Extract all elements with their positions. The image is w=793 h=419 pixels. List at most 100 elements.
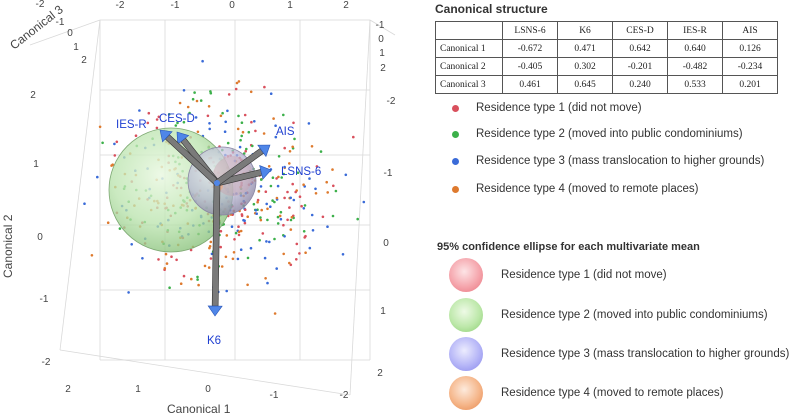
data-point: [193, 91, 196, 94]
data-point: [210, 252, 214, 256]
legend-dot-icon: [452, 130, 459, 138]
data-point: [261, 232, 265, 235]
sphere-icon: [449, 376, 483, 410]
data-point: [274, 124, 277, 127]
table-cell: -0.672: [502, 39, 558, 58]
legend-label: Residence type 4 (moved to remote places…: [476, 183, 699, 195]
data-point: [237, 114, 240, 118]
tick-label-canonical-1: 2: [65, 384, 71, 395]
tick-label-canonical-2: -1: [40, 294, 49, 305]
vector-label-ces-d: CES-D: [159, 113, 195, 125]
legend-label: Residence type 1 (did not move): [476, 102, 642, 114]
tick-label-right-top: 1: [379, 48, 385, 59]
tick-label-right-top: 0: [378, 34, 384, 45]
tick-label-canonical-2: 1: [33, 159, 39, 170]
data-point: [174, 124, 178, 127]
table-cell: 0.645: [557, 75, 613, 94]
data-point: [294, 190, 298, 194]
data-point: [219, 229, 223, 233]
data-point: [289, 218, 293, 222]
tick-label-top: 1: [287, 0, 293, 11]
data-point: [208, 245, 212, 248]
data-point: [255, 212, 258, 215]
data-point: [293, 137, 296, 141]
vector-head-ais: [257, 144, 271, 158]
col-header: AIS: [722, 21, 778, 40]
data-point: [130, 243, 133, 246]
table-cell: 0.640: [667, 39, 723, 58]
table-cell: 0.240: [612, 75, 668, 94]
gridline: [349, 19, 371, 396]
data-point: [288, 150, 292, 153]
data-point: [182, 89, 186, 92]
table-corner-cell: [435, 21, 503, 40]
tick-label-right: 1: [380, 306, 386, 317]
data-point: [240, 134, 243, 138]
tick-label-canonical-1: -1: [270, 390, 279, 401]
data-point: [225, 289, 228, 293]
data-point: [243, 208, 247, 211]
table-cell: 0.642: [612, 39, 668, 58]
legend-dot-icon: [452, 104, 459, 112]
data-point: [240, 121, 244, 124]
col-header: K6: [557, 21, 613, 40]
ellipse-legend-label: Residence type 2 (moved into public cond…: [501, 309, 768, 321]
data-point: [276, 215, 280, 219]
tick-label-top: -2: [116, 0, 125, 11]
data-point: [196, 278, 199, 281]
tick-label-canonical-3: 2: [81, 55, 87, 66]
row-header: Canonical 3: [435, 75, 503, 94]
data-point: [286, 190, 289, 194]
data-point: [271, 176, 275, 179]
canonical-3d-plot[interactable]: LSNS-6 K6 CES-D IES-R AIS -2 -1 0 1 2 -2 -1 0 1 2 -1 0 1…: [0, 0, 425, 419]
ellipse-legend-label: Residence type 1 (did not move): [501, 269, 667, 281]
axis-label-canonical-2: Canonical 2: [1, 214, 15, 278]
data-point: [275, 177, 278, 180]
tick-label-canonical-3: -1: [56, 17, 65, 28]
data-point: [188, 111, 191, 115]
data-point: [264, 277, 267, 280]
data-point: [253, 120, 256, 123]
data-point: [157, 258, 160, 261]
data-point: [251, 144, 254, 148]
row-header: Canonical 1: [435, 39, 503, 58]
vector-label-lsns-6: LSNS-6: [281, 166, 321, 178]
data-point: [163, 267, 167, 270]
canonical-vectors: LSNS-6 K6 CES-D IES-R AIS: [116, 113, 321, 347]
data-point: [208, 127, 211, 131]
data-point: [225, 234, 229, 237]
data-point: [314, 187, 317, 191]
data-point: [115, 140, 119, 144]
data-point: [249, 90, 253, 94]
data-point: [326, 191, 330, 194]
data-point: [302, 183, 305, 186]
data-point: [256, 200, 259, 204]
data-point: [298, 252, 301, 255]
ellipse-legend-item-2: Residence type 2 (moved into public cond…: [449, 297, 768, 333]
data-point: [201, 59, 204, 63]
tick-label-canonical-1: -2: [340, 390, 349, 401]
legend-item-residence-2: Residence type 2 (moved into public cond…: [452, 124, 743, 144]
data-point: [138, 109, 141, 112]
data-point: [235, 81, 239, 85]
data-point: [273, 237, 276, 241]
data-point: [274, 135, 278, 139]
data-point: [240, 213, 244, 216]
gridline: [369, 19, 396, 36]
data-point: [98, 125, 102, 129]
data-point: [209, 257, 213, 260]
sphere-icon: [449, 337, 483, 371]
data-point: [307, 122, 311, 125]
data-point: [291, 182, 295, 186]
row-header: Canonical 2: [435, 57, 503, 76]
data-point: [272, 117, 275, 120]
data-point: [246, 256, 250, 260]
data-point: [118, 227, 122, 230]
table-cell: -0.234: [722, 57, 778, 76]
sphere-icon: [449, 298, 483, 332]
data-point: [236, 127, 240, 131]
data-point: [277, 155, 281, 158]
data-point: [286, 218, 289, 222]
